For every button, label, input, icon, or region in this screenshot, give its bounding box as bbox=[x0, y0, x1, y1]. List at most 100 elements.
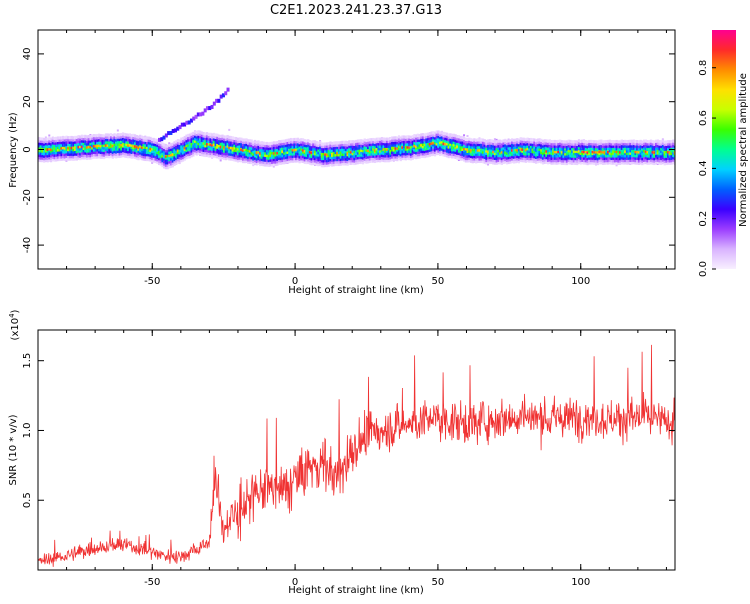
spectrogram-cell bbox=[293, 145, 296, 149]
spectrogram-cell bbox=[152, 154, 156, 158]
spectrogram-cell bbox=[511, 145, 514, 149]
spectrogram-cell bbox=[113, 152, 116, 156]
spectrogram-cell bbox=[212, 132, 216, 137]
spectrogram-cell bbox=[348, 156, 351, 161]
spectrogram-cell bbox=[202, 131, 205, 136]
spectrogram-cell bbox=[507, 151, 510, 155]
spectrogram-cell bbox=[289, 159, 293, 163]
spectrogram-cell bbox=[173, 162, 176, 166]
spectrogram-cell bbox=[356, 146, 360, 150]
spectrogram-cell bbox=[499, 139, 502, 143]
spectrogram-cell bbox=[219, 156, 222, 160]
spectrogram-cell bbox=[58, 138, 61, 142]
spectrogram-cell bbox=[132, 140, 135, 145]
spectrogram-cell bbox=[408, 152, 411, 156]
spectrogram-cell bbox=[492, 156, 495, 160]
spectrogram-cell bbox=[428, 132, 432, 136]
spectrogram-cell bbox=[588, 156, 591, 160]
spectrogram-cell bbox=[130, 136, 133, 140]
spectrogram-cell bbox=[307, 139, 310, 143]
spectrogram-cell bbox=[348, 159, 351, 163]
spectrogram-cell bbox=[356, 153, 360, 158]
spectrogram-cell bbox=[204, 151, 207, 155]
spectrogram-cell bbox=[499, 141, 502, 146]
spectrogram-cell bbox=[39, 144, 42, 148]
spectrogram-cell bbox=[507, 153, 510, 157]
spectrogram-cell bbox=[84, 137, 87, 141]
spectrogram-cell bbox=[406, 140, 409, 144]
spectrogram-cell bbox=[145, 150, 149, 154]
spectrogram-cell bbox=[85, 156, 89, 161]
spectrogram-cell bbox=[123, 137, 126, 141]
spectrogram-cell bbox=[406, 156, 409, 160]
spectrogram-cell bbox=[257, 152, 260, 156]
spectrogram-cell bbox=[238, 144, 241, 148]
spectrogram-cell bbox=[192, 150, 195, 155]
spectrogram-cell bbox=[312, 140, 315, 144]
spectrogram-cell bbox=[557, 147, 560, 151]
spectrogram-cell bbox=[415, 146, 418, 150]
spectrogram-cell bbox=[70, 155, 73, 159]
spectrogram-cell bbox=[567, 153, 570, 158]
spectrogram-cell bbox=[577, 158, 581, 162]
spectrogram-cell bbox=[336, 162, 339, 166]
spectrogram-cell bbox=[499, 144, 502, 148]
spectrogram-cell bbox=[499, 153, 502, 158]
spectrogram-cell bbox=[514, 138, 517, 142]
spectrogram-cell bbox=[403, 137, 406, 142]
spectrogram-cell bbox=[159, 145, 162, 149]
spectrogram-cell bbox=[106, 133, 109, 137]
spectrogram-cell bbox=[94, 136, 97, 140]
spectrogram-cell bbox=[581, 158, 584, 162]
spectrogram-cell bbox=[331, 161, 334, 165]
spectrogram-cell bbox=[159, 152, 162, 157]
spectrogram-cell bbox=[168, 148, 171, 152]
spectrogram-cell bbox=[135, 137, 138, 141]
spectrogram-cell bbox=[286, 157, 289, 162]
spectrogram-cell bbox=[466, 159, 469, 163]
spectrogram-cell bbox=[80, 149, 84, 153]
spectrogram-cell bbox=[334, 141, 337, 145]
spectrogram-cell bbox=[58, 150, 61, 154]
spectrogram-cell bbox=[394, 143, 397, 147]
spectrogram-cell bbox=[461, 150, 464, 154]
spectrogram-cell bbox=[387, 154, 390, 158]
spectrogram-cell bbox=[524, 154, 527, 159]
spectrogram-cell bbox=[351, 156, 354, 161]
spectrogram-cell bbox=[372, 137, 375, 142]
spectrogram-cell bbox=[409, 157, 413, 161]
spectrogram-cell bbox=[504, 141, 507, 145]
spectrogram-cell bbox=[373, 143, 377, 147]
spectrogram-cell bbox=[511, 138, 514, 142]
spectrogram-cell bbox=[48, 139, 51, 143]
spectrogram-cell bbox=[51, 146, 54, 150]
spectrogram-cell bbox=[507, 146, 510, 150]
spectrogram-cell bbox=[540, 153, 543, 157]
spectrogram-cell bbox=[320, 149, 324, 153]
spectrogram-cell bbox=[279, 156, 282, 161]
spectrogram-cell bbox=[262, 141, 265, 145]
spectrogram-peak bbox=[212, 143, 216, 147]
spectrogram-cell bbox=[243, 143, 246, 147]
spectrogram-cell bbox=[195, 140, 198, 144]
spectrogram-cell bbox=[339, 148, 342, 152]
spectrogram-cell bbox=[39, 149, 42, 153]
spectrogram-cell bbox=[296, 154, 300, 158]
spectrogram-cell bbox=[235, 141, 238, 145]
spectrogram-cell bbox=[319, 148, 322, 152]
spectrogram-cell bbox=[586, 140, 589, 144]
spectrogram-cell bbox=[454, 150, 457, 155]
spectrogram-peak bbox=[584, 151, 588, 154]
spectrogram-cell bbox=[241, 152, 245, 156]
spectrogram-cell bbox=[490, 139, 493, 143]
spectrogram-cell bbox=[281, 142, 284, 146]
spectrogram-cell bbox=[557, 154, 560, 158]
spectrogram-cell bbox=[548, 139, 551, 143]
spectrogram-cell bbox=[553, 144, 557, 148]
spectrogram-peak bbox=[272, 152, 276, 155]
spectrogram-cell bbox=[157, 149, 161, 154]
spectrogram-cell bbox=[111, 153, 114, 157]
spectrogram-peak bbox=[308, 151, 312, 154]
spectrogram-cell bbox=[277, 140, 281, 144]
spectrogram-cell bbox=[392, 148, 396, 152]
